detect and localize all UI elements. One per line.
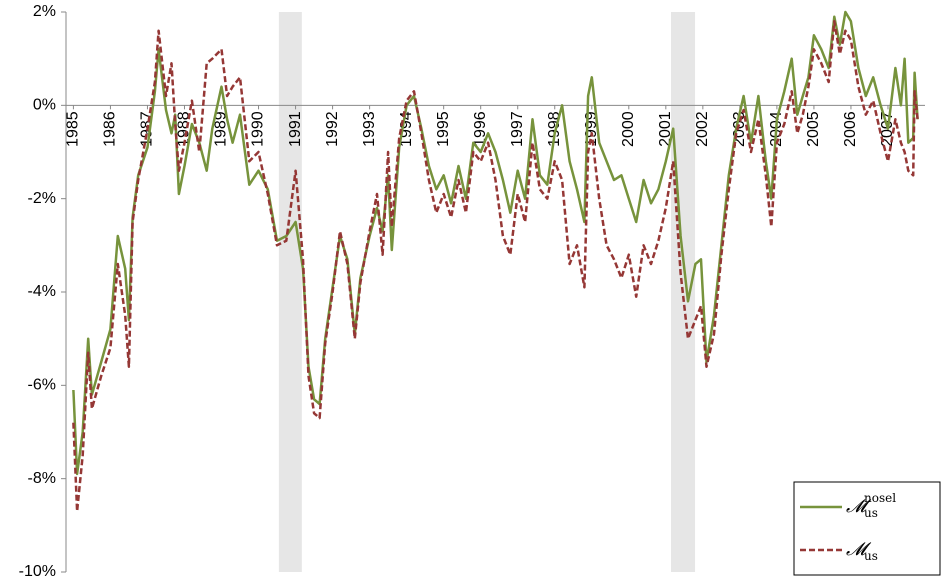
y-tick-label: -8% xyxy=(28,470,56,487)
x-tick-label: 1996 xyxy=(472,111,489,147)
legend-symbol: 𝓜 xyxy=(846,496,872,517)
y-tick-label: -2% xyxy=(28,190,56,207)
legend-symbol: 𝓜 xyxy=(846,539,872,560)
x-tick-label: 1997 xyxy=(509,111,526,147)
legend-label: 𝓜us xyxy=(846,539,878,563)
x-tick-label: 1990 xyxy=(250,111,267,147)
x-tick-label: 2002 xyxy=(694,111,711,147)
series-line xyxy=(72,20,919,513)
y-tick-label: -10% xyxy=(19,563,56,580)
y-tick-label: 2% xyxy=(33,3,56,20)
x-tick-label: 1986 xyxy=(102,111,119,147)
x-tick-label: 1992 xyxy=(324,111,341,147)
y-tick-label: 0% xyxy=(33,97,56,114)
x-tick-label: 1985 xyxy=(65,111,82,147)
x-tick-label: 2005 xyxy=(805,111,822,147)
shaded-period xyxy=(278,12,302,572)
y-tick-label: -6% xyxy=(28,377,56,394)
x-tick-label: 1993 xyxy=(361,111,378,147)
legend-label: 𝓜usnosel xyxy=(846,491,896,520)
legend-box xyxy=(793,481,941,576)
series-line xyxy=(72,10,919,476)
legend-subscript: us xyxy=(864,506,878,520)
x-tick-label: 1995 xyxy=(435,111,452,147)
x-tick-label: 2006 xyxy=(842,111,859,147)
legend-superscript: nosel xyxy=(864,491,896,505)
x-tick-label: 1991 xyxy=(287,111,304,147)
x-tick-label: 1989 xyxy=(213,111,230,147)
x-tick-label: 2001 xyxy=(657,111,674,147)
y-tick-label: -4% xyxy=(28,283,56,300)
x-tick-label: 2000 xyxy=(620,111,637,147)
legend-subscript: us xyxy=(864,549,878,563)
